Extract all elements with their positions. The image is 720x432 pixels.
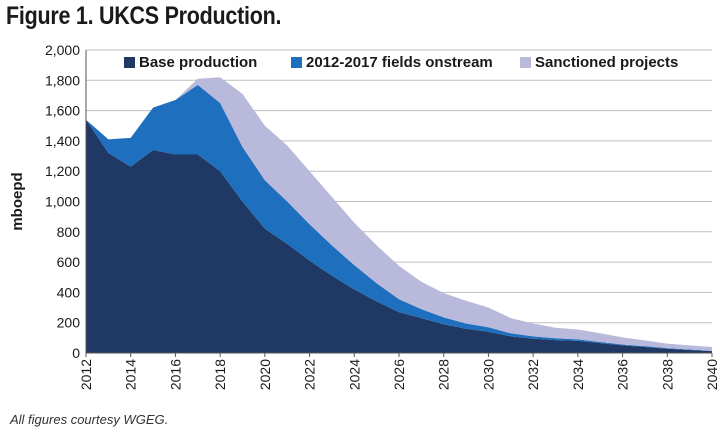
- x-tick-label: 2040: [704, 359, 720, 390]
- area-sanctioned-projects: [86, 77, 712, 351]
- legend-label: Base production: [139, 54, 257, 71]
- x-tick-label: 2016: [167, 359, 183, 390]
- y-tick-label: 0: [72, 345, 80, 361]
- y-tick-label: 1,400: [45, 133, 80, 149]
- x-tick-label: 2020: [257, 359, 273, 390]
- x-tick-label: 2026: [391, 359, 407, 390]
- legend-swatch: [520, 57, 531, 68]
- y-tick-label: 1,000: [45, 194, 80, 210]
- y-tick-label: 1,800: [45, 72, 80, 88]
- legend-label: Sanctioned projects: [535, 54, 678, 71]
- y-tick-label: 800: [57, 224, 81, 240]
- figure-title: Figure 1. UKCS Production.: [6, 2, 282, 30]
- x-tick-label: 2034: [570, 359, 586, 390]
- y-tick-label: 400: [57, 284, 81, 300]
- y-tick-label: 2,000: [45, 42, 80, 58]
- x-tick-label: 2024: [346, 359, 362, 390]
- y-tick-label: 1,200: [45, 163, 80, 179]
- y-tick-label: 200: [57, 315, 81, 331]
- x-tick-label: 2030: [480, 359, 496, 390]
- y-axis-label: mboepd: [9, 172, 26, 230]
- x-tick-label: 2018: [212, 359, 228, 390]
- x-tick-label: 2036: [615, 359, 631, 390]
- stacked-area-chart: 0 200 400 600 800 1,000 1,200 1,400 1,600 1,800 2,…: [9, 42, 720, 390]
- legend-swatch: [124, 57, 135, 68]
- legend-swatch: [291, 57, 302, 68]
- x-tick-label: 2012: [78, 359, 94, 390]
- figure-caption: All figures courtesy WGEG.: [10, 412, 169, 427]
- y-tick-label: 1,600: [45, 103, 80, 119]
- area-base-production: [86, 119, 712, 353]
- x-tick-label: 2038: [659, 359, 675, 390]
- area-2012-2017-fields-onstream: [86, 84, 712, 352]
- x-tick-label: 2014: [123, 359, 139, 390]
- x-tick-label: 2028: [436, 359, 452, 390]
- y-tick-label: 600: [57, 254, 81, 270]
- legend-label: 2012-2017 fields onstream: [306, 54, 493, 71]
- x-tick-label: 2032: [525, 359, 541, 390]
- x-tick-label: 2022: [302, 359, 318, 390]
